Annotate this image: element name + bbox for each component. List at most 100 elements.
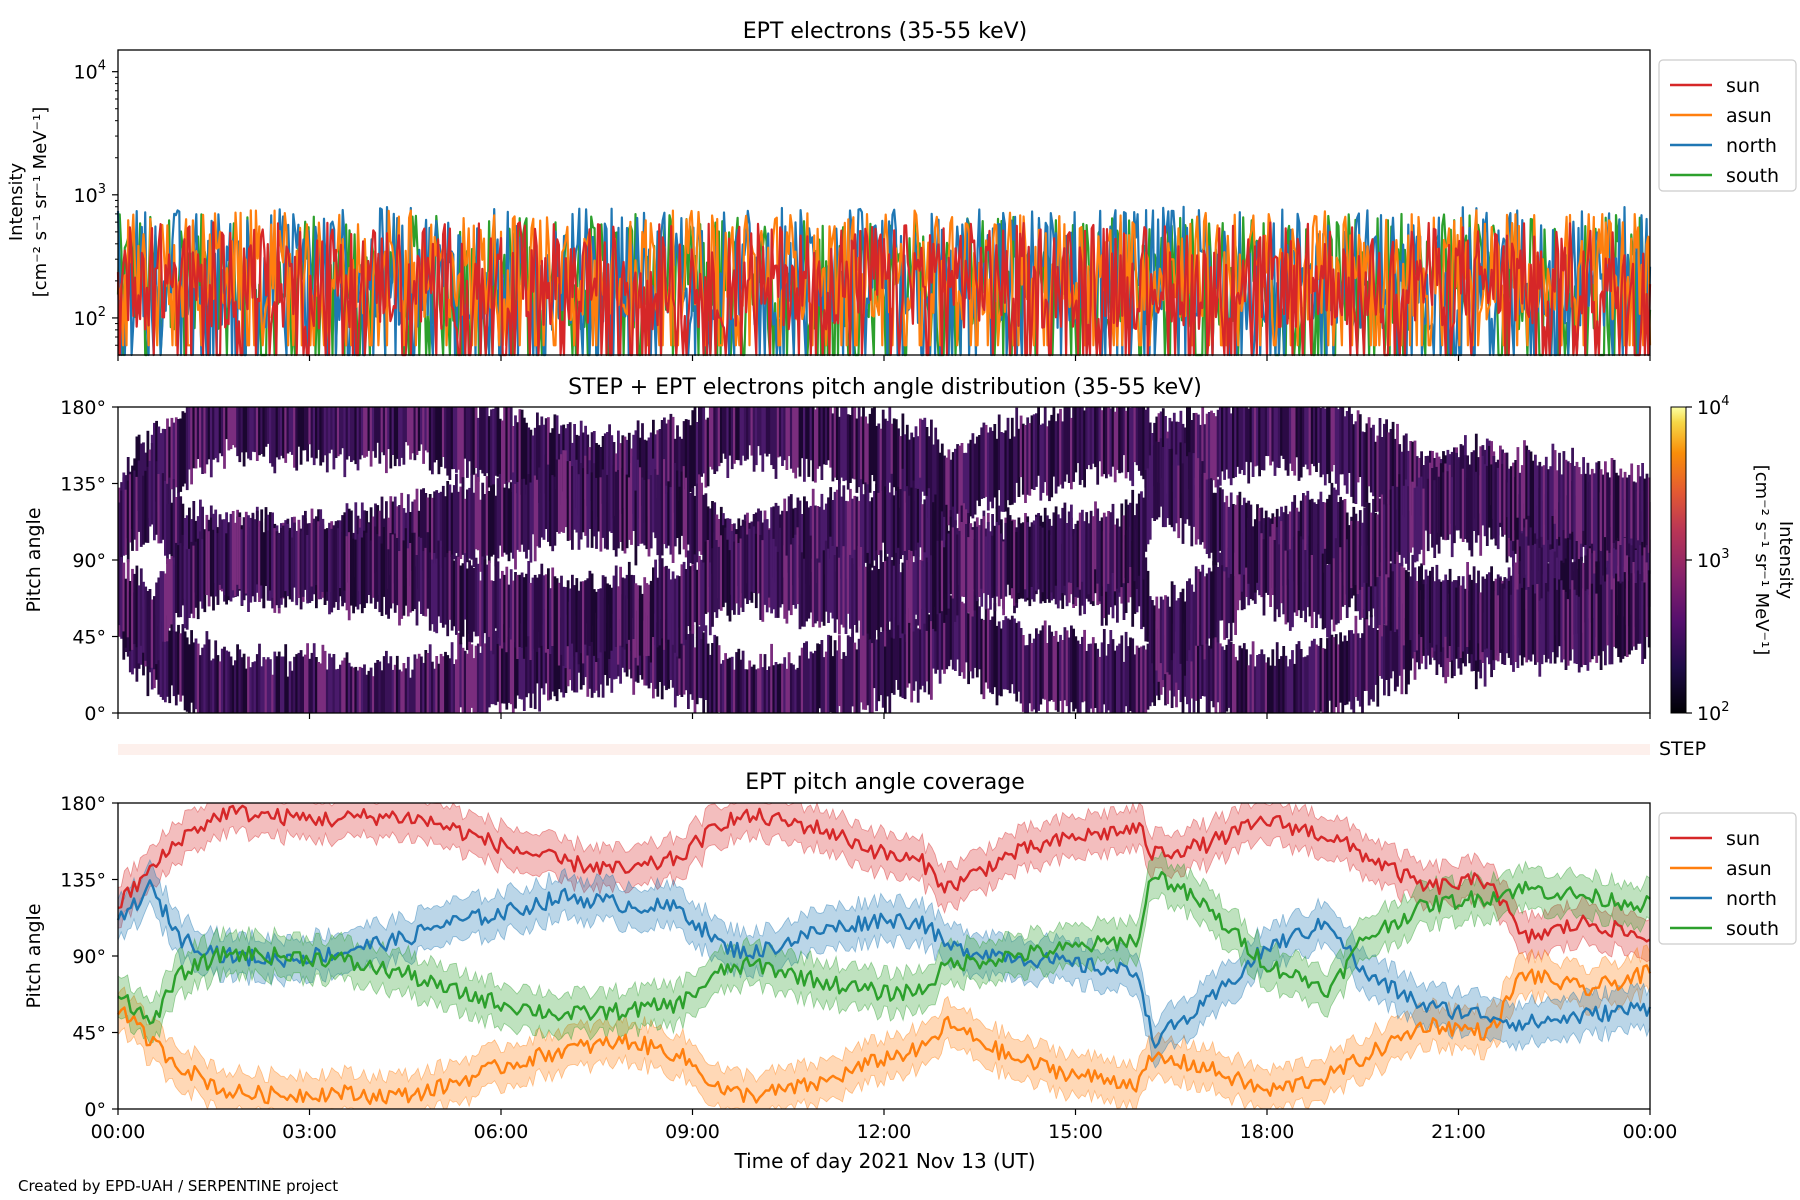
pad-cell bbox=[632, 456, 636, 531]
pad-cell bbox=[334, 407, 338, 458]
pad-cell bbox=[1348, 630, 1351, 702]
pad-cell bbox=[1181, 588, 1185, 671]
pad-cell bbox=[733, 669, 736, 713]
pad-cell bbox=[214, 407, 218, 459]
pad-cell bbox=[350, 407, 353, 462]
pad-cell bbox=[1483, 464, 1487, 537]
pad-cell bbox=[1210, 478, 1213, 553]
pad-cell bbox=[476, 563, 480, 637]
pad-cell bbox=[693, 495, 697, 572]
pad-cell bbox=[271, 674, 274, 713]
pad-cell bbox=[1630, 573, 1634, 651]
pad-cell bbox=[472, 407, 476, 475]
pad-cell bbox=[553, 618, 557, 697]
pad-cell bbox=[783, 545, 787, 619]
pad-cell bbox=[522, 577, 526, 659]
pad-cell bbox=[1170, 581, 1174, 661]
pad-cell bbox=[746, 669, 749, 713]
pad-cell bbox=[827, 548, 830, 623]
pad-cell bbox=[735, 407, 738, 460]
pad-cell bbox=[192, 501, 196, 583]
pad-cell bbox=[216, 533, 220, 605]
pad-cell bbox=[185, 407, 189, 491]
pad-cell bbox=[859, 547, 863, 633]
pad-cell bbox=[1113, 411, 1117, 483]
pad-cell bbox=[1310, 555, 1314, 628]
pad-cell bbox=[794, 407, 798, 479]
pad-cell bbox=[1144, 557, 1148, 642]
pad-cell bbox=[417, 407, 421, 451]
pad-cell bbox=[1534, 454, 1537, 534]
pad-cell bbox=[428, 407, 432, 471]
pad-cell bbox=[1385, 607, 1388, 680]
pad-cell bbox=[1013, 519, 1016, 606]
pad-cell bbox=[212, 658, 215, 713]
pad-cell bbox=[280, 407, 283, 456]
pad-cell bbox=[1514, 587, 1518, 662]
pad-cell bbox=[240, 407, 244, 453]
pad-cell bbox=[514, 415, 517, 486]
pad-cell bbox=[1236, 536, 1240, 611]
pad-cell bbox=[122, 562, 126, 632]
pad-cell bbox=[1323, 502, 1327, 573]
pad-cell bbox=[1172, 465, 1176, 532]
pad-cell bbox=[1330, 407, 1334, 472]
pad-cell bbox=[989, 531, 992, 610]
pad-cell bbox=[1365, 502, 1369, 584]
pad-cell bbox=[667, 613, 671, 689]
pad-cell bbox=[610, 453, 614, 533]
pad-cell bbox=[1619, 468, 1623, 545]
pad-cell bbox=[157, 577, 161, 661]
pad-cell bbox=[787, 535, 791, 611]
pad-cell bbox=[284, 407, 288, 463]
pad-cell bbox=[1459, 585, 1463, 658]
pad-cell bbox=[1269, 407, 1272, 466]
pad-cell bbox=[306, 643, 309, 713]
pad-cell bbox=[997, 525, 1001, 607]
pad-cell bbox=[527, 561, 531, 637]
pad-cell bbox=[698, 626, 701, 698]
pad-cell bbox=[1015, 531, 1019, 603]
pad-cell bbox=[927, 614, 931, 695]
pad-cell bbox=[1575, 553, 1579, 634]
legend-box bbox=[1658, 59, 1797, 192]
pad-cell bbox=[888, 407, 892, 483]
pad-cell bbox=[345, 536, 349, 611]
pad-cell bbox=[536, 479, 539, 547]
pad-cell bbox=[461, 407, 465, 487]
pad-cell bbox=[577, 590, 581, 665]
pad-cell bbox=[520, 409, 524, 495]
pad-cell bbox=[1420, 476, 1423, 550]
pad-cell bbox=[1116, 407, 1119, 470]
pad-cell bbox=[971, 529, 975, 617]
pad-cell bbox=[1512, 599, 1515, 672]
pad-cell bbox=[890, 423, 894, 499]
pad-cell bbox=[1391, 546, 1395, 622]
pad-cell bbox=[1378, 418, 1382, 497]
pad-cell bbox=[455, 659, 458, 713]
pad-cell bbox=[897, 613, 900, 690]
pad-cell bbox=[308, 523, 312, 601]
pad-cell bbox=[1564, 591, 1568, 670]
pad-cell bbox=[415, 555, 419, 626]
pad-cell bbox=[516, 574, 520, 659]
pad-cell bbox=[759, 653, 763, 713]
pad-cell bbox=[367, 407, 371, 451]
pad-cell bbox=[227, 522, 231, 597]
pad-cell bbox=[940, 540, 944, 612]
pad-cell bbox=[927, 436, 931, 518]
pad-cell bbox=[369, 540, 373, 604]
pad-cell bbox=[1485, 574, 1489, 649]
pad-cell bbox=[1560, 580, 1564, 663]
pad-cell bbox=[1341, 500, 1345, 573]
pad-cell bbox=[166, 615, 169, 697]
pad-cell bbox=[1032, 414, 1036, 490]
pad-cell bbox=[1286, 407, 1290, 476]
legend-box bbox=[1658, 812, 1797, 945]
pad-cell bbox=[161, 621, 165, 700]
pad-cell bbox=[1017, 524, 1021, 593]
pad-cell bbox=[1269, 536, 1272, 607]
pad-cell bbox=[1555, 509, 1559, 581]
pad-cell bbox=[711, 407, 714, 470]
pad-cell bbox=[1352, 506, 1356, 586]
